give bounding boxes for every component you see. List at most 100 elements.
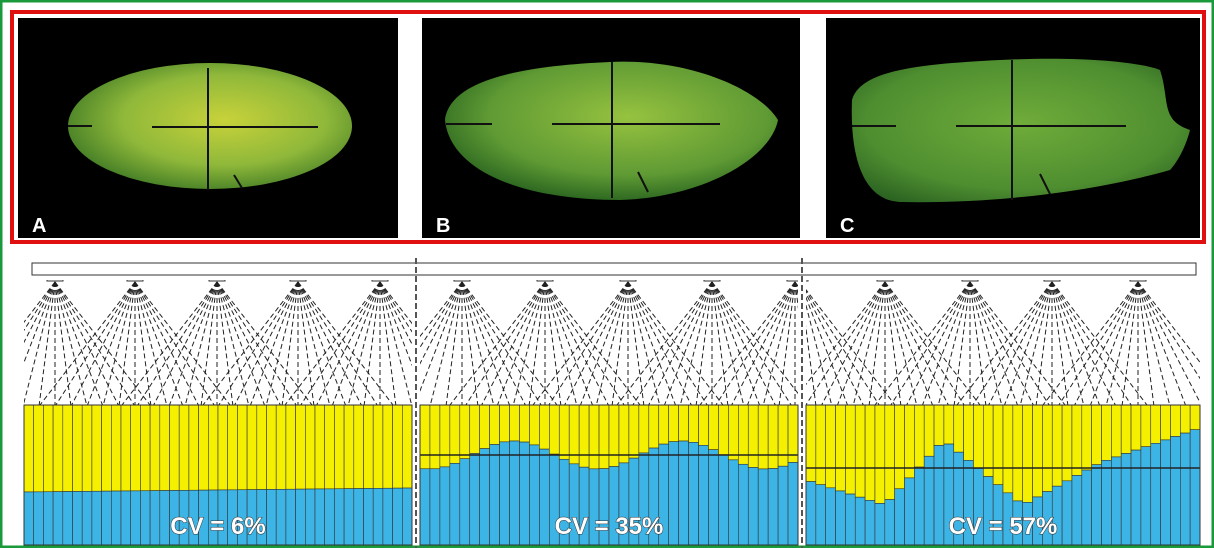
spray-line bbox=[633, 282, 712, 405]
collector-empty bbox=[160, 405, 170, 491]
collector-empty bbox=[758, 405, 768, 469]
spray-line bbox=[364, 282, 380, 405]
collector-fill bbox=[1121, 454, 1131, 546]
spray-line bbox=[135, 282, 214, 405]
collector-empty bbox=[768, 405, 778, 468]
collector-empty bbox=[402, 405, 412, 488]
collector-empty bbox=[189, 405, 199, 490]
collector-fill bbox=[450, 463, 460, 545]
collector-empty bbox=[993, 405, 1003, 485]
collector-empty bbox=[905, 405, 915, 478]
collector-fill bbox=[669, 442, 679, 545]
collector-fill bbox=[529, 445, 539, 545]
collector-empty bbox=[1170, 405, 1180, 437]
spray-line bbox=[462, 282, 510, 405]
spray-line bbox=[628, 282, 644, 405]
spray-line bbox=[380, 282, 412, 405]
panel-label: C bbox=[840, 215, 854, 237]
spray-line bbox=[628, 282, 691, 405]
collector-empty bbox=[1062, 405, 1072, 481]
collector-empty bbox=[855, 405, 865, 497]
spray-line bbox=[399, 282, 462, 405]
collector-empty bbox=[599, 405, 609, 469]
collector-empty bbox=[1131, 405, 1141, 450]
spray-line bbox=[1138, 282, 1214, 405]
collector-fill bbox=[1062, 481, 1072, 545]
spray-line bbox=[1052, 282, 1100, 405]
spray-line bbox=[970, 282, 1049, 405]
spray-line bbox=[790, 282, 885, 405]
spray-line bbox=[712, 282, 775, 405]
collector-fill bbox=[325, 489, 335, 545]
spray-line bbox=[298, 282, 330, 405]
spray-line bbox=[696, 282, 712, 405]
collector-empty bbox=[964, 405, 974, 460]
cv-label: CV = 35% bbox=[555, 513, 664, 540]
spray-line bbox=[348, 282, 380, 405]
collector-empty bbox=[237, 405, 247, 490]
spray-line bbox=[1091, 282, 1139, 405]
collector-empty bbox=[519, 405, 529, 442]
spray-line bbox=[0, 282, 55, 405]
spray-line bbox=[628, 282, 707, 405]
collector-empty bbox=[63, 405, 73, 492]
collector-fill bbox=[276, 489, 286, 545]
collector-fill bbox=[102, 491, 112, 545]
collector-empty bbox=[549, 405, 559, 454]
collector-fill bbox=[748, 467, 758, 545]
spray-line bbox=[383, 282, 462, 405]
collector-fill bbox=[1111, 457, 1121, 545]
collector-fill bbox=[1141, 447, 1151, 545]
collector-empty bbox=[140, 405, 150, 491]
nozzle bbox=[787, 275, 803, 281]
collector-fill bbox=[816, 485, 826, 545]
collector-fill bbox=[1170, 437, 1180, 546]
spray-line bbox=[119, 282, 135, 405]
photo-a bbox=[18, 18, 398, 238]
collector-empty bbox=[659, 405, 669, 444]
spray-line bbox=[1052, 282, 1115, 405]
collector-empty bbox=[257, 405, 267, 490]
spray-line bbox=[1138, 282, 1170, 405]
collector-fill bbox=[788, 462, 798, 545]
collector-fill bbox=[43, 492, 53, 545]
collector-empty bbox=[460, 405, 470, 459]
spray-line bbox=[923, 282, 971, 405]
collector-fill bbox=[1072, 475, 1082, 545]
spray-line bbox=[482, 282, 545, 405]
collector-empty bbox=[1121, 405, 1131, 454]
collector-empty bbox=[579, 405, 589, 467]
spray-line bbox=[665, 282, 713, 405]
spray-line bbox=[680, 282, 712, 405]
collector-empty bbox=[208, 405, 218, 490]
collector-empty bbox=[885, 405, 895, 500]
spray-line bbox=[39, 282, 55, 405]
spray-line bbox=[954, 282, 970, 405]
nozzle bbox=[454, 275, 470, 281]
collector-fill bbox=[1102, 460, 1112, 545]
collector-empty bbox=[718, 405, 728, 455]
cv-label: CV = 6% bbox=[170, 513, 265, 540]
spray-line bbox=[628, 282, 723, 405]
collector-empty bbox=[529, 405, 539, 445]
spray-line bbox=[869, 282, 885, 405]
spray-line bbox=[498, 282, 546, 405]
collector-fill bbox=[699, 445, 709, 545]
collector-fill bbox=[738, 464, 748, 545]
spray-line bbox=[973, 282, 1052, 405]
collector-empty bbox=[53, 405, 63, 492]
spray-line bbox=[989, 282, 1052, 405]
collector-fill bbox=[855, 497, 865, 545]
collector-fill bbox=[383, 488, 393, 545]
collector-empty bbox=[420, 405, 430, 469]
collector-fill bbox=[865, 500, 875, 545]
spray-line bbox=[266, 282, 298, 405]
spray-line bbox=[800, 282, 879, 405]
collector-empty bbox=[92, 405, 102, 491]
collector-fill bbox=[354, 489, 364, 545]
collector-fill bbox=[885, 500, 895, 545]
collector-empty bbox=[826, 405, 836, 488]
spray-line bbox=[581, 282, 629, 405]
spray-line bbox=[800, 282, 832, 405]
spray-line bbox=[8, 282, 56, 405]
